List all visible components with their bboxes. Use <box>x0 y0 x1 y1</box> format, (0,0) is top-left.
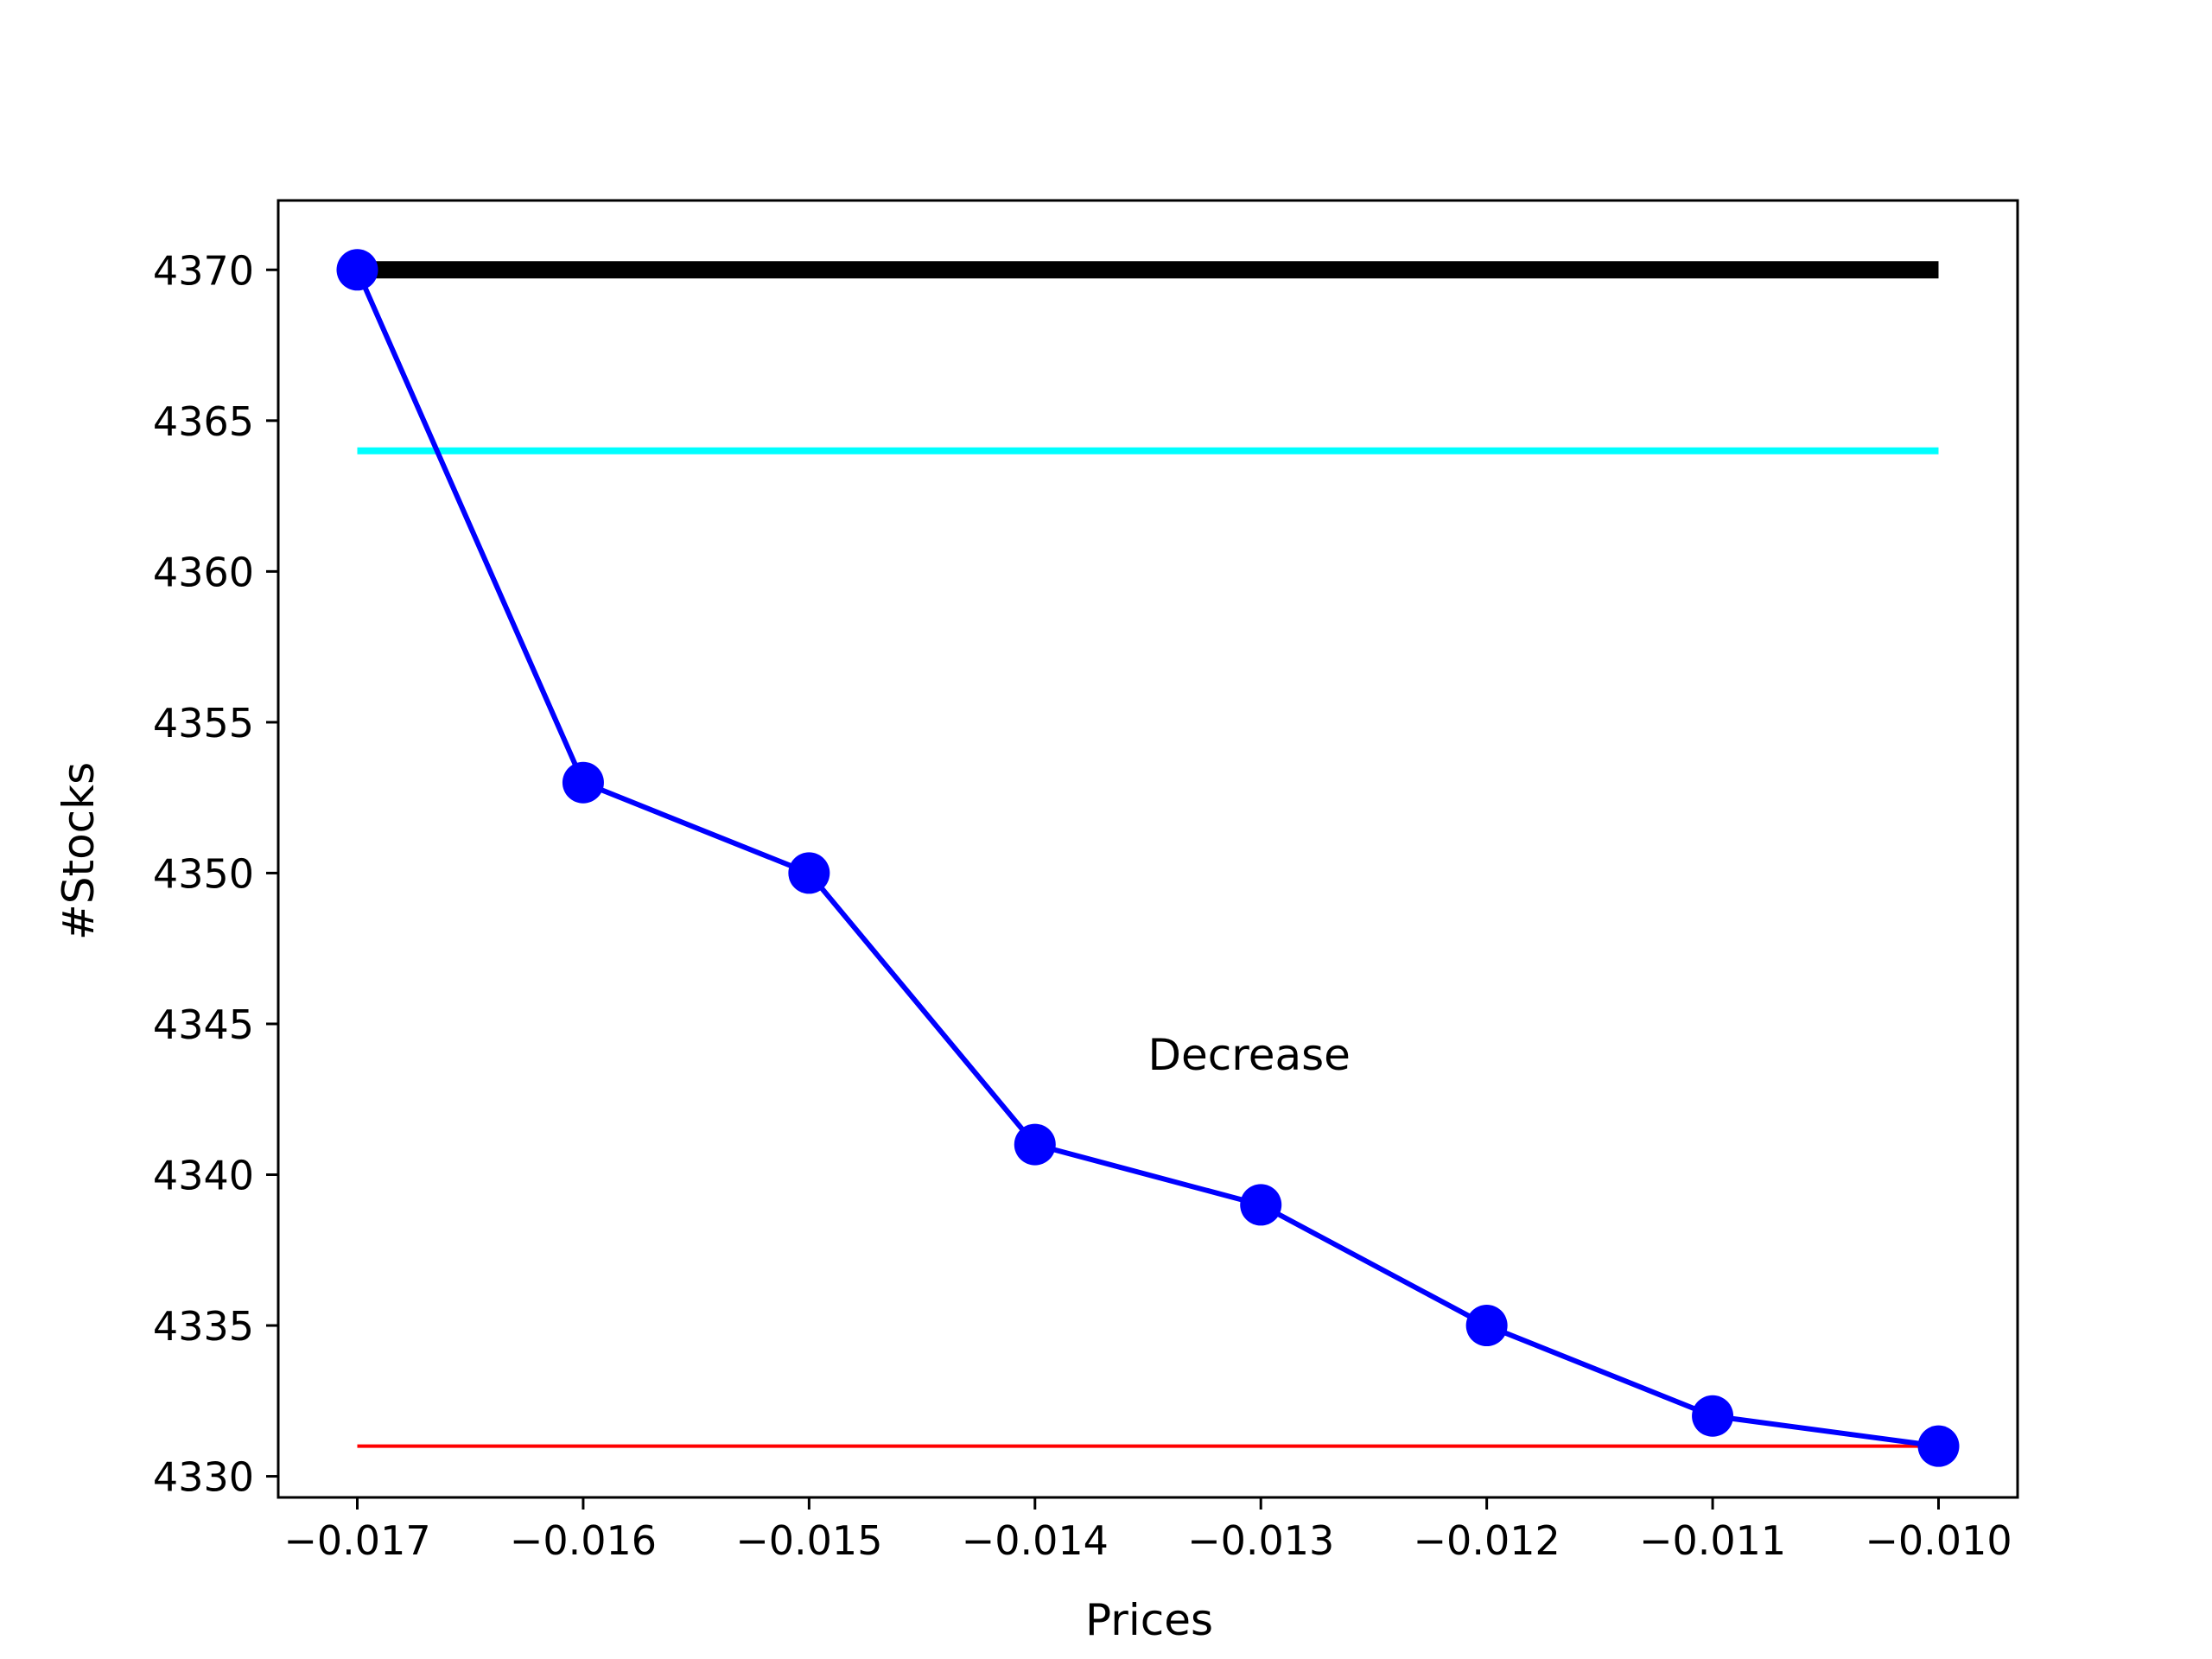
y-tick-label: 4365 <box>153 398 254 445</box>
y-axis: 4330 4335 4340 4345 4350 4355 4360 4365 4370 <box>153 247 278 1501</box>
y-tick-label: 4355 <box>153 700 254 747</box>
x-tick-label: −0.015 <box>735 1517 882 1564</box>
x-tick-label: −0.016 <box>510 1517 657 1564</box>
x-tick-label: −0.010 <box>1865 1517 2012 1564</box>
data-point <box>336 249 378 291</box>
data-point <box>1014 1123 1056 1166</box>
series-line-stocks <box>354 269 1939 1449</box>
data-point <box>1917 1425 1960 1467</box>
plot-area: Decrease <box>336 249 1960 1467</box>
x-tick-label: −0.014 <box>962 1517 1109 1564</box>
y-tick-label: 4340 <box>153 1152 254 1198</box>
x-tick-label: −0.012 <box>1414 1517 1560 1564</box>
data-point <box>562 761 604 804</box>
x-tick-label: −0.013 <box>1187 1517 1334 1564</box>
data-point <box>1465 1305 1508 1347</box>
x-axis-title: Prices <box>1085 1595 1213 1645</box>
y-tick-label: 4335 <box>153 1303 254 1350</box>
y-tick-label: 4360 <box>153 549 254 595</box>
x-tick-label: −0.017 <box>283 1517 430 1564</box>
y-tick-label: 4370 <box>153 247 254 294</box>
annotation-text: Decrease <box>1148 1030 1351 1080</box>
y-tick-label: 4330 <box>153 1454 254 1501</box>
y-axis-title: #Stocks <box>54 762 104 940</box>
data-point <box>1240 1184 1282 1226</box>
y-tick-label: 4350 <box>153 850 254 897</box>
y-tick-label: 4345 <box>153 1001 254 1048</box>
data-point <box>1692 1395 1734 1437</box>
data-point <box>788 852 830 894</box>
axes-frame <box>276 199 2019 1499</box>
x-axis: −0.017 −0.016 −0.015 −0.014 −0.013 −0.012 −0.0… <box>283 1497 2012 1564</box>
x-tick-label: −0.011 <box>1639 1517 1786 1564</box>
